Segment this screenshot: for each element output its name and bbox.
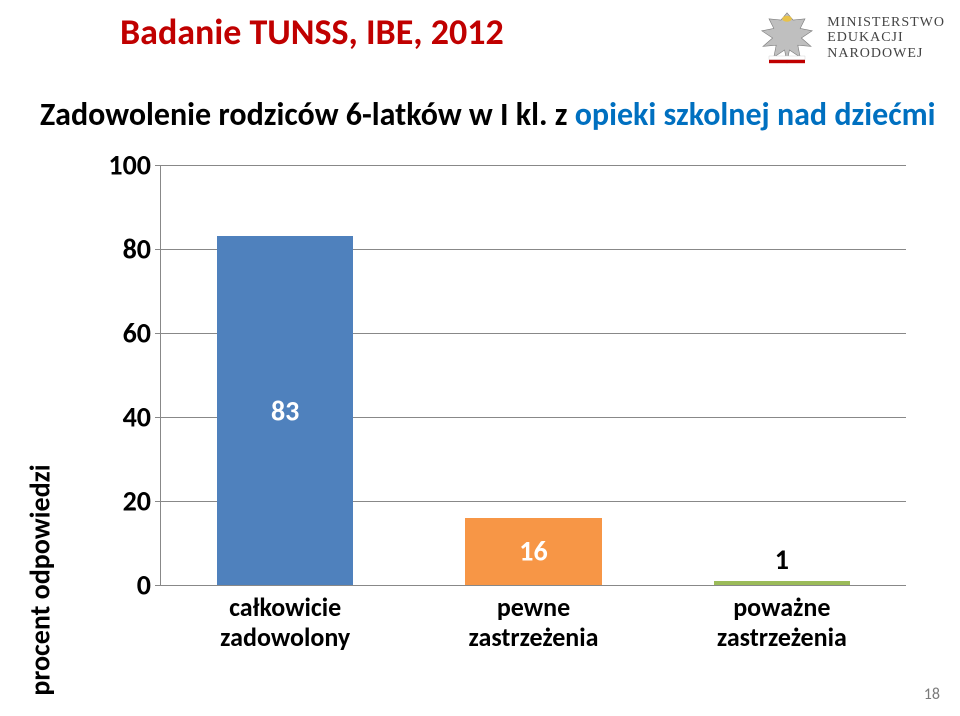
ministry-line: MINISTERSTWO: [827, 15, 945, 30]
grid-line: [161, 165, 906, 166]
y-tick-mark: [155, 249, 161, 250]
y-tick-label: 0: [91, 568, 151, 603]
eagle-emblem-icon: [757, 8, 817, 68]
y-tick-mark: [155, 333, 161, 334]
y-tick-label: 100: [91, 148, 151, 183]
slide-subtitle: Zadowolenie rodziców 6-latków w I kl. z …: [40, 95, 935, 134]
page-number: 18: [924, 685, 940, 704]
bar: 83: [217, 236, 354, 585]
y-tick-mark: [155, 585, 161, 586]
ministry-line: EDUKACJI: [827, 30, 945, 45]
subtitle-part-black: Zadowolenie rodziców 6-latków w I kl. z: [40, 95, 575, 134]
bar-value-label: 1: [714, 542, 851, 577]
category-label: poważne zastrzeżenia: [658, 593, 906, 653]
category-label: pewne zastrzeżenia: [409, 593, 657, 653]
bar-value-label: 83: [217, 393, 354, 428]
header-logos: MINISTERSTWO EDUKACJI NARODOWEJ: [757, 8, 945, 68]
y-tick-label: 60: [91, 316, 151, 351]
y-tick-label: 80: [91, 232, 151, 267]
plot-area: 02040608010083całkowicie zadowolony16pew…: [160, 165, 906, 586]
bar-value-label: 16: [465, 534, 602, 569]
y-tick-mark: [155, 165, 161, 166]
bar: 16: [465, 518, 602, 585]
slide-header: Badanie TUNSS, IBE, 2012 MINISTERSTWO ED…: [0, 0, 960, 80]
y-tick-label: 20: [91, 484, 151, 519]
bar-chart: 02040608010083całkowicie zadowolony16pew…: [105, 165, 925, 665]
bar: 1: [714, 581, 851, 585]
category-label: całkowicie zadowolony: [161, 593, 409, 653]
ministry-line: NARODOWEJ: [827, 46, 945, 61]
ministry-wordmark: MINISTERSTWO EDUKACJI NARODOWEJ: [827, 15, 945, 61]
y-axis-title: procent odpowiedzi: [23, 464, 58, 695]
slide-title: Badanie TUNSS, IBE, 2012: [120, 10, 504, 54]
y-tick-mark: [155, 501, 161, 502]
y-tick-label: 40: [91, 400, 151, 435]
y-tick-mark: [155, 417, 161, 418]
subtitle-part-blue: opieki szkolnej nad dziećmi: [575, 95, 936, 134]
